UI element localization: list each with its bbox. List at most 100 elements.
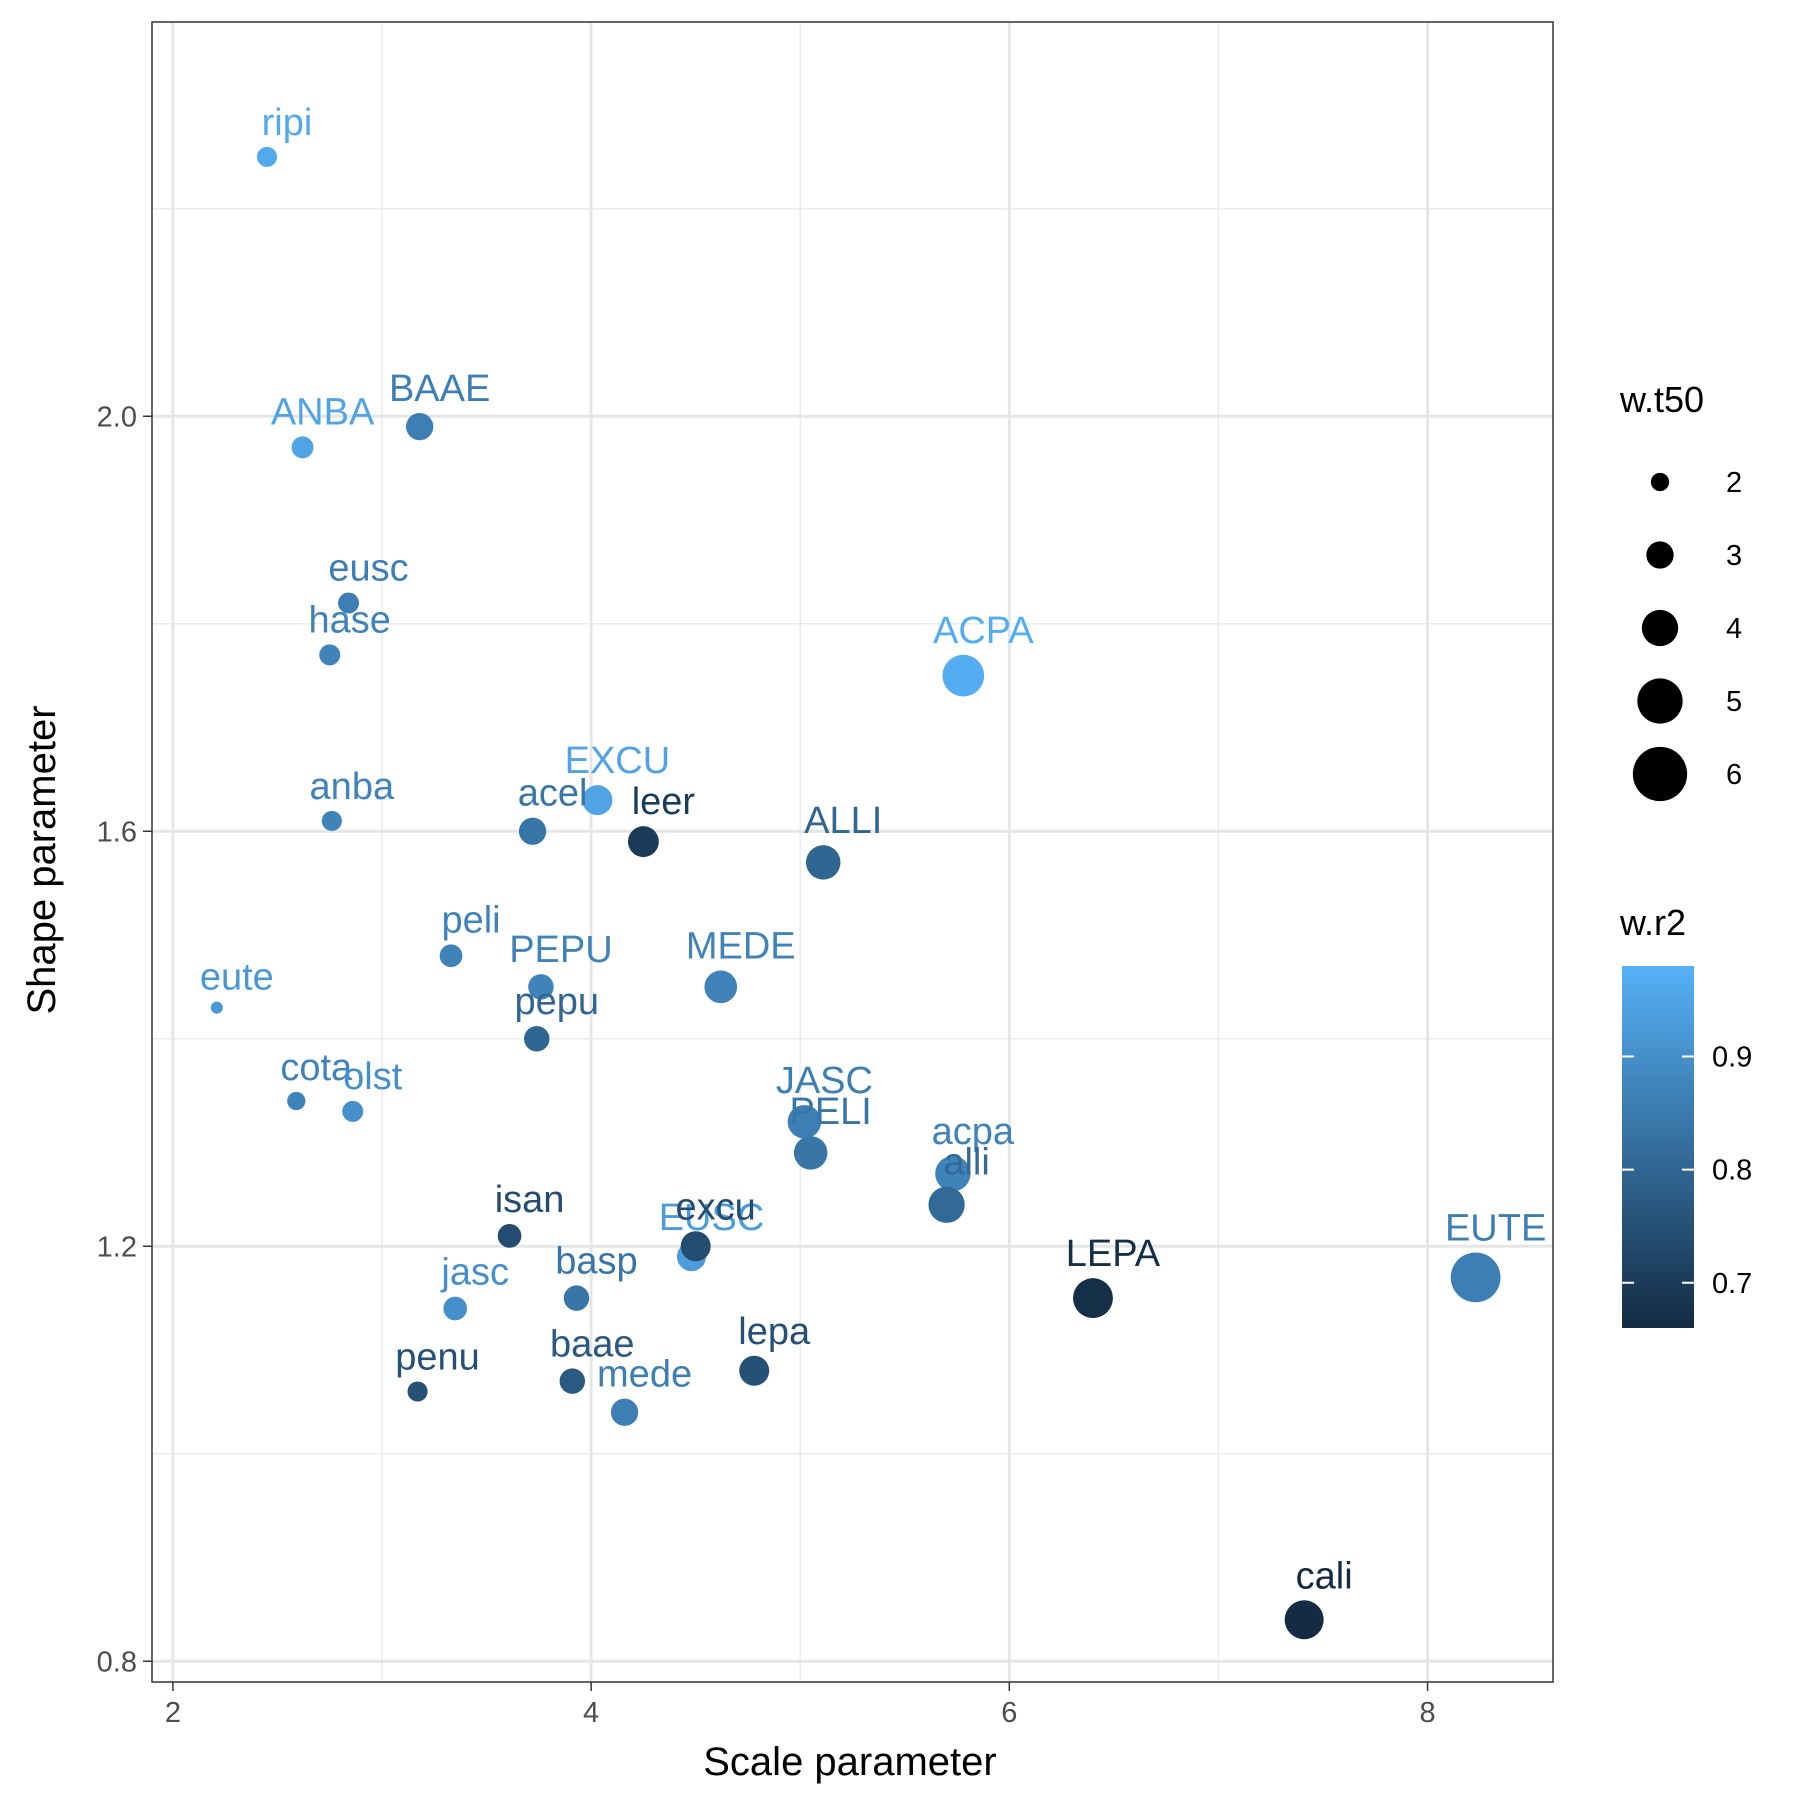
- data-point-cota: [287, 1091, 306, 1111]
- data-point-mede: [610, 1398, 639, 1426]
- data-point-jasc: [443, 1296, 468, 1321]
- data-point-ripi: [256, 146, 278, 167]
- data-point-BAAE: [406, 412, 434, 441]
- x-tick-label: 6: [1001, 1697, 1017, 1729]
- size-legend-label: 5: [1726, 686, 1742, 718]
- point-label-hase: hase: [309, 599, 391, 641]
- data-point-acel: [518, 817, 547, 845]
- y-axis-ticks: 0.8 1.2 1.6 2.0: [97, 401, 152, 1678]
- point-label-ripi: ripi: [262, 102, 313, 144]
- colorbar-tick-label: 0.8: [1712, 1155, 1752, 1187]
- point-label-MEDE: MEDE: [686, 926, 796, 968]
- size-legend-key-5: [1637, 678, 1683, 724]
- data-point-PEPU: [528, 974, 554, 1000]
- y-axis-title: Shape parameter: [20, 705, 64, 1014]
- data-point-olst: [342, 1100, 364, 1122]
- size-legend: w.t50 2 3 4 5 6: [1619, 379, 1742, 802]
- size-legend-title: w.t50: [1619, 379, 1704, 420]
- point-label-baae: baae: [550, 1323, 635, 1365]
- data-point-excu: [680, 1231, 711, 1262]
- size-legend-key-3: [1646, 541, 1674, 569]
- point-label-leer: leer: [632, 781, 696, 823]
- point-label-LEPA: LEPA: [1066, 1233, 1161, 1275]
- point-label-ACPA: ACPA: [933, 610, 1034, 652]
- data-point-eute: [210, 1001, 223, 1014]
- point-label-peli: peli: [441, 899, 500, 941]
- point-label-ANBA: ANBA: [271, 391, 375, 433]
- point-label-basp: basp: [555, 1240, 637, 1282]
- point-label-eute: eute: [200, 957, 274, 999]
- data-point-JASC: [787, 1104, 822, 1139]
- x-axis-title: Scale parameter: [703, 1740, 996, 1784]
- x-tick-label: 4: [583, 1697, 599, 1729]
- colorbar-tick-label: 0.9: [1712, 1042, 1752, 1074]
- colorbar-tick-label: 0.7: [1712, 1268, 1752, 1300]
- y-tick-label: 2.0: [97, 401, 137, 433]
- point-label-PEPU: PEPU: [509, 929, 612, 971]
- color-legend: w.r2 0.7 0.8 0.9: [1619, 902, 1752, 1328]
- data-point-anba: [321, 810, 342, 831]
- data-point-isan: [497, 1224, 522, 1248]
- point-label-anba: anba: [310, 766, 395, 808]
- x-tick-label: 2: [165, 1697, 181, 1729]
- size-legend-label: 2: [1726, 467, 1742, 499]
- point-label-EXCU: EXCU: [565, 740, 671, 782]
- data-point-basp: [563, 1285, 590, 1311]
- data-point-PELI: [793, 1136, 828, 1170]
- point-label-eusc: eusc: [328, 548, 408, 590]
- data-point-MEDE: [704, 970, 738, 1004]
- size-legend-key-2: [1650, 472, 1670, 492]
- data-point-LEPA: [1073, 1278, 1113, 1319]
- point-label-penu: penu: [395, 1336, 480, 1378]
- size-legend-key-4: [1641, 609, 1679, 647]
- x-tick-label: 8: [1419, 1697, 1435, 1729]
- point-label-BAAE: BAAE: [389, 368, 490, 410]
- panel-border: [151, 21, 1554, 1683]
- data-point-baae: [559, 1368, 586, 1394]
- size-legend-key-6: [1632, 746, 1688, 802]
- point-label-EUSC: EUSC: [659, 1197, 765, 1239]
- point-label-pepu: pepu: [514, 981, 599, 1023]
- point-label-EUTE: EUTE: [1445, 1207, 1546, 1249]
- data-point-EXCU: [582, 785, 613, 816]
- data-point-ANBA: [291, 436, 314, 459]
- point-labels: ripi ANBA BAAE eusc hase ACPA anba acelEXCUleer…: [200, 102, 1546, 1597]
- point-label-cota: cota: [280, 1047, 353, 1089]
- data-point-leer: [627, 826, 659, 858]
- y-tick-label: 1.6: [97, 816, 137, 848]
- point-label-cali: cali: [1296, 1555, 1353, 1597]
- data-point-EUTE: [1450, 1252, 1501, 1303]
- data-point-ALLI: [805, 845, 841, 880]
- size-legend-label: 4: [1726, 613, 1742, 645]
- data-point-penu: [407, 1381, 428, 1402]
- data-point-acpa: [935, 1155, 971, 1192]
- color-legend-title: w.r2: [1619, 902, 1686, 943]
- y-tick-label: 0.8: [97, 1646, 137, 1678]
- data-point-ACPA: [942, 654, 985, 697]
- point-label-excu: excu: [676, 1186, 756, 1228]
- data-points: [210, 146, 1501, 1640]
- point-label-mede: mede: [597, 1354, 692, 1396]
- point-label-isan: isan: [495, 1179, 565, 1221]
- y-tick-label: 1.2: [97, 1231, 137, 1263]
- data-point-peli: [439, 944, 463, 968]
- data-point-cali: [1284, 1600, 1324, 1640]
- point-label-olst: olst: [343, 1056, 403, 1098]
- size-legend-label: 3: [1726, 540, 1742, 572]
- point-label-acel: acel: [518, 773, 588, 815]
- point-label-lepa: lepa: [738, 1311, 811, 1353]
- x-axis-ticks: 2 4 6 8: [165, 1682, 1436, 1729]
- point-label-JASC: JASC: [776, 1060, 873, 1102]
- point-label-alli: alli: [943, 1142, 989, 1184]
- data-point-hase: [319, 644, 341, 666]
- point-label-acpa: acpa: [932, 1111, 1015, 1153]
- colorbar: [1622, 966, 1694, 1328]
- data-point-lepa: [739, 1355, 770, 1386]
- data-point-alli: [928, 1186, 965, 1223]
- size-legend-label: 6: [1726, 759, 1742, 791]
- data-point-eusc: [338, 592, 360, 614]
- point-label-PELI: PELI: [789, 1091, 871, 1133]
- data-point-pepu: [524, 1026, 550, 1052]
- grid-lines: [152, 22, 1553, 1682]
